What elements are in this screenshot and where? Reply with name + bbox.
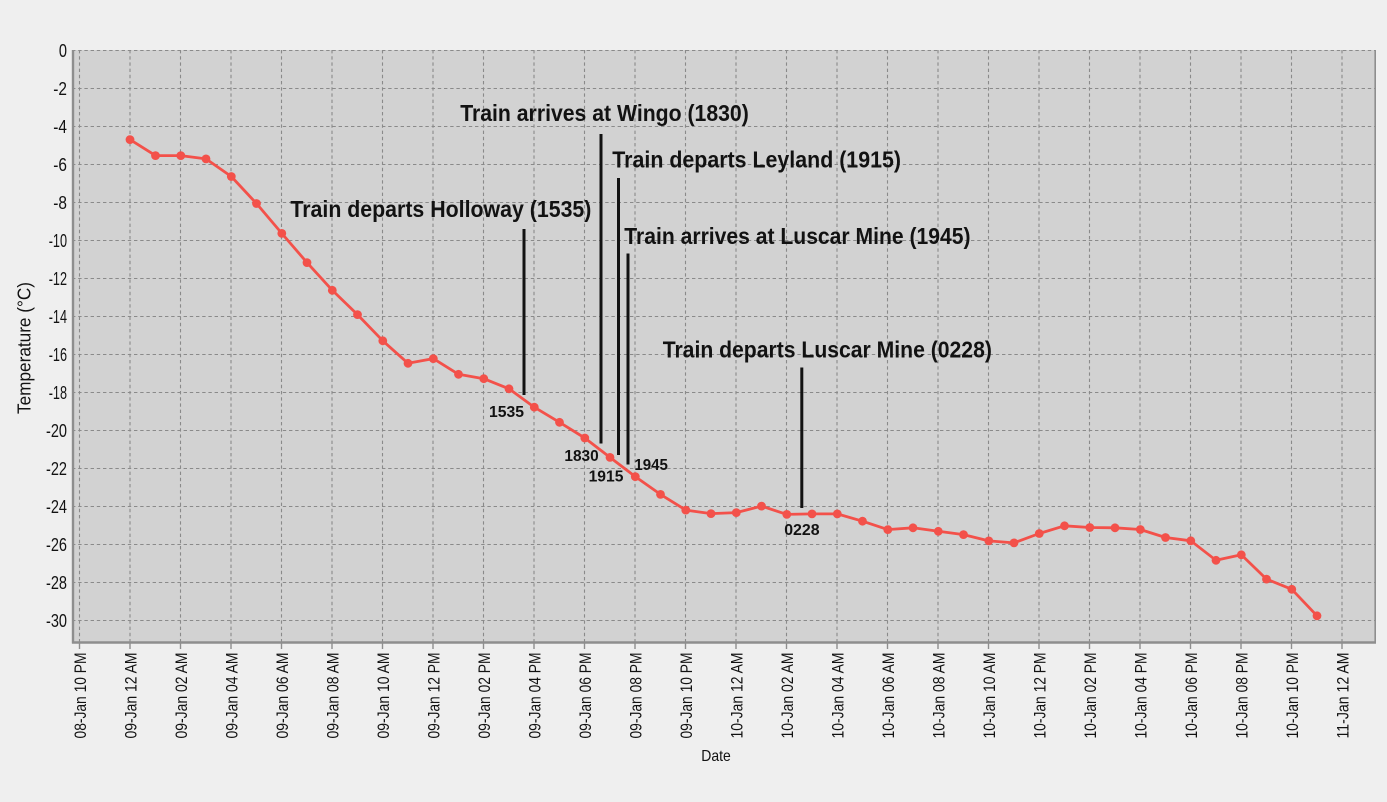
svg-text:-4: -4 — [53, 117, 67, 137]
svg-text:0228: 0228 — [784, 522, 820, 539]
svg-text:-6: -6 — [53, 155, 67, 175]
svg-text:-18: -18 — [49, 383, 67, 403]
svg-text:Temperature (°C): Temperature (°C) — [15, 282, 35, 414]
svg-text:-28: -28 — [46, 573, 67, 593]
svg-text:1945: 1945 — [634, 457, 668, 474]
svg-text:10-Jan 12 PM: 10-Jan 12 PM — [1030, 653, 1049, 739]
svg-text:09-Jan 06 PM: 09-Jan 06 PM — [576, 653, 595, 739]
svg-text:10-Jan 04 PM: 10-Jan 04 PM — [1131, 653, 1150, 739]
svg-text:-24: -24 — [46, 497, 67, 517]
svg-text:08-Jan 10 PM: 08-Jan 10 PM — [71, 653, 90, 739]
svg-text:-10: -10 — [49, 231, 67, 251]
svg-text:09-Jan 02 PM: 09-Jan 02 PM — [475, 653, 494, 739]
svg-text:10-Jan 02 PM: 10-Jan 02 PM — [1081, 653, 1100, 739]
svg-text:10-Jan 08 AM: 10-Jan 08 AM — [929, 653, 948, 739]
svg-text:09-Jan 06 AM: 09-Jan 06 AM — [273, 653, 292, 739]
svg-text:1915: 1915 — [589, 468, 624, 485]
svg-text:-14: -14 — [49, 307, 67, 327]
svg-text:10-Jan 06 PM: 10-Jan 06 PM — [1182, 653, 1201, 739]
svg-text:09-Jan 04 AM: 09-Jan 04 AM — [222, 653, 241, 739]
svg-text:Date: Date — [701, 748, 731, 765]
svg-text:Train arrives at Luscar Mine (: Train arrives at Luscar Mine (1945) — [624, 223, 970, 249]
svg-text:09-Jan 12 PM: 09-Jan 12 PM — [424, 653, 443, 739]
svg-text:Train departs Leyland (1915): Train departs Leyland (1915) — [612, 147, 901, 173]
svg-text:-8: -8 — [53, 193, 67, 213]
svg-text:10-Jan 10 PM: 10-Jan 10 PM — [1283, 653, 1302, 739]
svg-text:10-Jan 08 PM: 10-Jan 08 PM — [1232, 653, 1251, 739]
svg-text:09-Jan 10 AM: 09-Jan 10 AM — [374, 653, 393, 739]
svg-text:1830: 1830 — [564, 448, 598, 465]
svg-text:10-Jan 06 AM: 10-Jan 06 AM — [879, 653, 898, 739]
svg-text:1535: 1535 — [489, 404, 524, 421]
svg-text:-12: -12 — [49, 269, 67, 289]
svg-text:-16: -16 — [49, 345, 67, 365]
svg-text:10-Jan 10 AM: 10-Jan 10 AM — [980, 653, 999, 739]
svg-text:Train arrives at Wingo (1830): Train arrives at Wingo (1830) — [460, 100, 749, 126]
svg-text:10-Jan 12 AM: 10-Jan 12 AM — [727, 653, 746, 739]
svg-text:11-Jan 12 AM: 11-Jan 12 AM — [1333, 653, 1352, 739]
svg-text:-30: -30 — [46, 611, 67, 631]
svg-text:10-Jan 04 AM: 10-Jan 04 AM — [828, 653, 847, 739]
svg-text:-20: -20 — [46, 421, 67, 441]
svg-text:09-Jan 04 PM: 09-Jan 04 PM — [525, 653, 544, 739]
svg-text:-26: -26 — [46, 535, 67, 555]
svg-text:09-Jan 08 PM: 09-Jan 08 PM — [626, 653, 645, 739]
svg-text:09-Jan 02 AM: 09-Jan 02 AM — [172, 653, 191, 739]
svg-text:09-Jan 08 AM: 09-Jan 08 AM — [323, 653, 342, 739]
svg-text:Train departs Holloway (1535): Train departs Holloway (1535) — [290, 196, 591, 222]
svg-text:-2: -2 — [53, 79, 67, 99]
svg-text:09-Jan 12 AM: 09-Jan 12 AM — [121, 653, 140, 739]
svg-text:09-Jan 10 PM: 09-Jan 10 PM — [677, 653, 696, 739]
svg-text:Train departs Luscar Mine (022: Train departs Luscar Mine (0228) — [663, 337, 992, 363]
svg-text:-22: -22 — [46, 459, 67, 479]
svg-text:0: 0 — [59, 41, 67, 61]
svg-text:10-Jan 02 AM: 10-Jan 02 AM — [778, 653, 797, 739]
